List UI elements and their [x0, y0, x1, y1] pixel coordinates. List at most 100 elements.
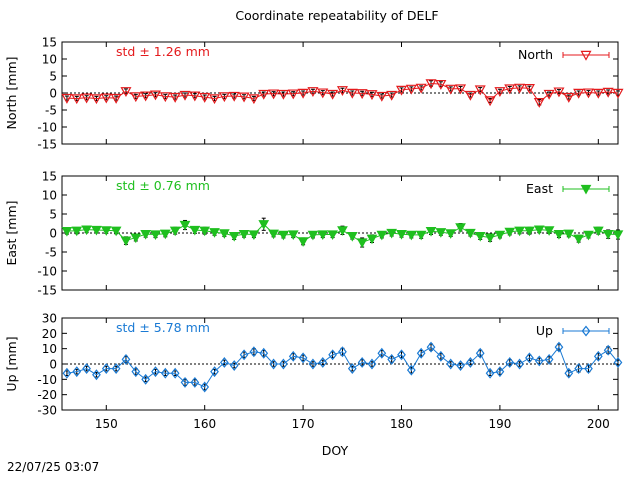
up-marker [603, 344, 613, 356]
east-y-tick-label: -15 [37, 284, 57, 298]
north-marker [582, 88, 594, 99]
up-marker [574, 363, 584, 375]
east-std-annotation: std ± 0.76 mm [116, 178, 210, 193]
up-marker [613, 357, 623, 368]
east-marker [514, 226, 525, 237]
east-marker [297, 237, 309, 247]
east-marker [189, 225, 201, 236]
east-marker [337, 226, 348, 236]
east-marker [327, 230, 338, 241]
north-marker [248, 94, 260, 105]
up-marker [554, 341, 564, 353]
up-marker [367, 358, 377, 370]
x-tick-label: 160 [193, 417, 216, 431]
up-marker [101, 363, 111, 375]
north-marker [228, 91, 240, 102]
east-marker [435, 228, 447, 238]
north-marker [533, 97, 545, 108]
east-y-tick-label: -10 [37, 265, 57, 279]
north-marker [307, 87, 319, 98]
up-marker [534, 355, 544, 367]
up-marker [456, 360, 465, 371]
north-marker [494, 87, 506, 98]
up-marker [544, 353, 554, 365]
north-marker [327, 89, 339, 100]
east-marker [484, 233, 496, 244]
up-legend-marker [581, 325, 591, 337]
up-marker [229, 360, 239, 371]
east-y-axis-label: East [mm] [4, 200, 19, 265]
north-y-tick-label: 0 [49, 87, 57, 101]
north-marker [523, 84, 535, 94]
up-marker [160, 367, 170, 379]
up-marker [495, 366, 505, 378]
north-marker [199, 92, 211, 103]
up-marker [338, 346, 347, 358]
north-y-tick-label: -5 [45, 104, 57, 118]
east-marker [346, 231, 358, 242]
north-marker [189, 91, 201, 102]
east-marker [543, 226, 555, 236]
up-marker [357, 357, 367, 368]
north-marker [81, 93, 93, 104]
north-marker [100, 93, 112, 104]
up-marker [279, 358, 288, 370]
north-marker [504, 84, 516, 95]
up-marker [525, 352, 534, 364]
north-marker [140, 91, 152, 102]
east-marker [140, 230, 151, 240]
up-y-axis-label: Up [mm] [4, 336, 19, 391]
north-y-tick-label: 10 [42, 53, 57, 67]
x-tick-label: 190 [488, 417, 511, 431]
east-marker [405, 230, 417, 241]
east-marker [474, 231, 486, 242]
north-marker [474, 85, 486, 96]
east-marker [61, 227, 73, 237]
east-marker [465, 228, 476, 239]
up-y-tick-label: -30 [37, 404, 57, 418]
east-marker [553, 230, 565, 240]
east-marker [287, 230, 299, 241]
north-marker [395, 85, 408, 96]
north-marker [376, 91, 388, 102]
north-y-tick-label: 15 [42, 36, 57, 50]
north-marker [90, 94, 102, 105]
up-marker [210, 366, 219, 378]
up-marker [406, 364, 416, 376]
up-marker [269, 358, 278, 370]
east-marker [494, 230, 506, 241]
east-marker [612, 230, 624, 241]
east-marker [396, 230, 407, 240]
east-marker [366, 234, 378, 245]
up-std-annotation: std ± 5.78 mm [116, 320, 210, 335]
up-marker [584, 363, 593, 375]
north-legend-marker [580, 50, 592, 61]
up-marker [298, 352, 308, 364]
north-marker [336, 86, 348, 97]
up-marker [92, 369, 101, 381]
east-marker [376, 230, 388, 241]
north-marker [130, 92, 142, 103]
north-marker [209, 94, 221, 105]
east-marker [583, 230, 594, 241]
north-marker [71, 94, 83, 105]
up-legend-label: Up [536, 323, 553, 338]
east-marker [455, 223, 466, 233]
east-marker [228, 231, 240, 242]
north-marker [553, 87, 565, 98]
east-marker [81, 225, 92, 236]
up-y-tick-label: 20 [42, 327, 57, 341]
up-marker [466, 357, 475, 368]
up-y-tick-label: 10 [42, 342, 57, 356]
north-marker [484, 96, 496, 107]
north-marker [149, 90, 162, 101]
north-marker [297, 88, 309, 99]
east-y-tick-label: 5 [49, 208, 57, 222]
up-marker [436, 350, 446, 362]
east-y-tick-label: 10 [42, 189, 57, 203]
north-marker [159, 92, 171, 103]
timestamp: 22/07/25 03:07 [7, 460, 100, 474]
up-marker [593, 350, 603, 362]
east-marker [445, 229, 457, 239]
